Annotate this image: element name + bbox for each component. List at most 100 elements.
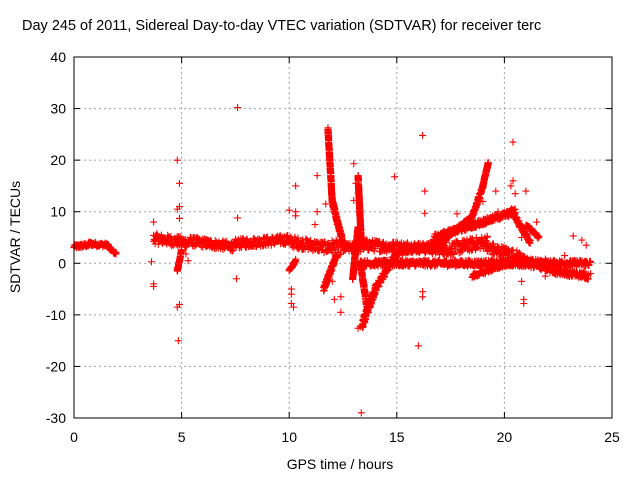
data-outlier-point xyxy=(494,208,502,216)
data-band-point xyxy=(182,243,190,251)
data-band-point xyxy=(153,230,161,238)
data-curve-point xyxy=(484,160,492,168)
data-points xyxy=(70,104,594,417)
data-curve-point xyxy=(377,279,385,287)
chart-title: Day 245 of 2011, Sidereal Day-to-day VTE… xyxy=(22,18,542,34)
data-outlier-point xyxy=(173,205,181,213)
data-band-point xyxy=(307,236,315,244)
data-outlier-point xyxy=(511,190,519,198)
data-curve-point xyxy=(526,239,534,247)
data-outlier-point xyxy=(421,187,429,195)
data-outlier-point xyxy=(518,277,526,285)
x-tick-label: 15 xyxy=(389,429,405,445)
data-curve-point xyxy=(354,223,362,231)
data-outlier-point xyxy=(350,160,358,168)
data-outlier-point xyxy=(541,255,549,263)
x-tick-label: 10 xyxy=(281,429,297,445)
data-curve-point xyxy=(333,251,341,259)
y-tick-label: 0 xyxy=(58,255,66,271)
data-band-point xyxy=(228,247,236,255)
data-band-point xyxy=(483,233,491,241)
data-outlier-point xyxy=(337,308,345,316)
x-axis-label: GPS time / hours xyxy=(287,456,394,472)
data-band-point xyxy=(457,246,465,254)
data-outlier-point xyxy=(285,206,293,214)
data-outlier-point xyxy=(337,293,345,301)
data-band-point xyxy=(509,246,517,254)
data-outlier-point xyxy=(311,221,319,229)
data-outlier-point xyxy=(518,234,526,241)
x-tick-label: 0 xyxy=(70,429,78,445)
data-outlier-point xyxy=(147,258,155,266)
data-band-point xyxy=(229,246,237,254)
data-band-point xyxy=(310,245,318,253)
data-outlier-point xyxy=(350,196,358,204)
data-curve-point xyxy=(535,232,543,240)
data-outlier-point xyxy=(475,221,483,229)
data-outlier-point xyxy=(175,179,183,187)
data-outlier-point xyxy=(522,187,530,195)
data-outlier-point xyxy=(182,250,190,258)
y-tick-label: -10 xyxy=(46,307,66,323)
data-outlier-point xyxy=(419,293,427,301)
data-band-point xyxy=(432,262,440,270)
y-axis-label: SDTVAR / TECUs xyxy=(7,181,23,293)
data-curve-point xyxy=(511,258,519,266)
data-band-point xyxy=(487,244,495,252)
data-outlier-point xyxy=(292,182,300,190)
data-band-point xyxy=(112,248,120,256)
data-outlier-point xyxy=(175,214,183,222)
data-outlier-point xyxy=(541,272,549,280)
x-tick-label: 20 xyxy=(497,429,513,445)
data-outlier-point xyxy=(509,138,517,146)
y-tick-label: 10 xyxy=(50,204,66,220)
data-outlier-point xyxy=(174,337,182,345)
data-outlier-point xyxy=(556,264,564,272)
data-band-point xyxy=(468,235,476,243)
data-curve-point xyxy=(178,246,186,254)
data-curve-point xyxy=(372,287,380,295)
data-curve-point xyxy=(363,302,371,310)
data-outlier-point xyxy=(520,300,528,308)
data-outlier-point xyxy=(234,214,242,222)
axis-ticks: 0 5 10 15 20 25 -30 -20 -10 0 10 20 30 40 xyxy=(46,49,620,445)
data-outlier-point xyxy=(509,177,517,185)
data-band-point xyxy=(376,238,384,246)
data-outlier-point xyxy=(419,131,427,139)
data-outlier-point xyxy=(479,197,487,205)
data-outlier-point xyxy=(569,232,577,240)
data-band-point xyxy=(451,247,459,255)
y-tick-label: 20 xyxy=(50,152,66,168)
data-outlier-point xyxy=(354,189,362,197)
data-band-point xyxy=(586,257,594,265)
data-outlier-point xyxy=(322,200,330,208)
y-tick-label: -30 xyxy=(46,410,66,426)
data-band-point xyxy=(219,246,227,254)
data-curve-point xyxy=(292,255,300,263)
data-outlier-point xyxy=(561,252,569,260)
data-outlier-point xyxy=(580,267,588,275)
data-outlier-point xyxy=(234,104,242,112)
data-band-point xyxy=(450,250,458,258)
x-tick-label: 25 xyxy=(604,429,620,445)
data-outlier-point xyxy=(184,257,192,265)
data-outlier-point xyxy=(492,187,500,195)
data-outlier-point xyxy=(421,209,429,217)
data-outlier-point xyxy=(292,208,300,216)
data-outlier-point xyxy=(173,156,181,164)
data-band-point xyxy=(441,257,449,265)
data-outlier-point xyxy=(533,218,541,226)
data-outlier-point xyxy=(287,285,295,293)
data-outlier-point xyxy=(582,241,590,249)
data-outlier-point xyxy=(507,182,515,190)
data-curve-point xyxy=(340,244,348,252)
data-outlier-point xyxy=(414,342,422,350)
x-tick-label: 5 xyxy=(178,429,186,445)
data-outlier-point xyxy=(453,210,461,218)
data-band-point xyxy=(167,233,175,241)
data-outlier-point xyxy=(328,277,336,285)
y-tick-label: 30 xyxy=(50,101,66,117)
data-outlier-point xyxy=(586,270,594,278)
data-outlier-point xyxy=(357,409,365,417)
